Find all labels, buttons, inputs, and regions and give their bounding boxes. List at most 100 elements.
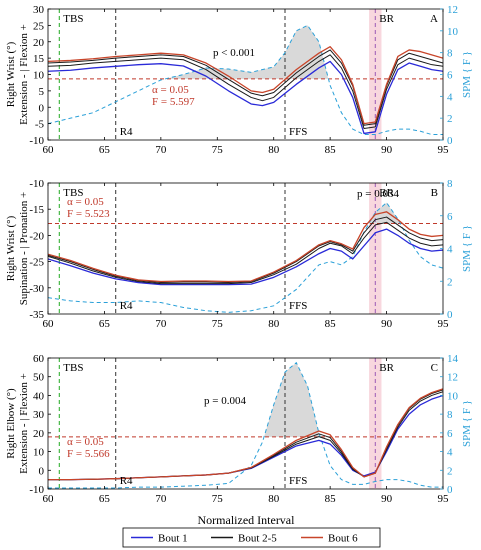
series-line-4	[48, 211, 443, 283]
y-tick-label: -10	[29, 178, 44, 190]
x-tick-label: 90	[381, 493, 393, 505]
y2-tick-label: 14	[447, 353, 459, 365]
event-label-br: BR	[379, 187, 394, 199]
y-tick-label: 0	[39, 102, 45, 114]
y-tick-label: 5	[39, 86, 45, 98]
panel-b: 60 65 70 75 80 85 90 95 -35 -30 -25 -20 -15 -10 0 2 4 6 8 R…	[5, 178, 473, 330]
series-line-2	[48, 54, 443, 130]
axes-frame	[47, 357, 444, 490]
y-tick-label: 20	[33, 428, 45, 440]
y-tick-label: 40	[33, 390, 45, 402]
series-line-2	[48, 221, 443, 285]
series-line-1	[48, 394, 443, 481]
y-tick-label: 30	[33, 409, 45, 421]
x-tick-label: 80	[268, 144, 280, 156]
x-tick-label: 95	[438, 318, 450, 330]
y2-tick-label: 8	[447, 409, 453, 421]
panel-c: 60 65 70 75 80 85 90 95 -10 0 10 20 30 40 50 60 0 2 4 6 8 10 1…	[5, 353, 473, 505]
panel-a: 60 65 70 75 80 85 90 95 -10 -5 0 5 10 15 20 25 30 0 2 4 6 8 10…	[5, 4, 473, 156]
y2-tick-label: 4	[447, 244, 453, 256]
legend-entry: Bout 1	[158, 533, 188, 545]
x-tick-label: 65	[99, 318, 111, 330]
event-label-ffs: FFS	[289, 126, 307, 138]
series-line-4	[48, 388, 443, 481]
f-threshold-text: F = 5.566	[67, 448, 110, 460]
event-label-ffs: FFS	[289, 300, 307, 312]
x-tick-label: 80	[268, 318, 280, 330]
plot-area	[48, 183, 443, 314]
x-tick-label: 70	[155, 144, 167, 156]
y2-tick-label: 10	[447, 390, 459, 402]
x-tick-label: 85	[325, 318, 337, 330]
series-line-1	[48, 228, 443, 286]
y-tick-label: 10	[33, 70, 45, 82]
event-label-r4: R4	[120, 475, 133, 487]
series-line-1	[48, 60, 443, 135]
y-tick-label: 60	[33, 353, 45, 365]
y2-tick-label: 2	[447, 113, 453, 125]
spm-cluster-shade	[369, 202, 401, 224]
x-axis-label: Normalized Interval	[198, 513, 296, 527]
x-tick-label: 90	[381, 144, 393, 156]
p-value-text: p < 0.001	[213, 47, 255, 59]
series-line-4	[48, 46, 443, 125]
alpha-text: α = 0.05	[67, 196, 104, 208]
x-tick-label: 60	[43, 144, 55, 156]
x-tick-label: 60	[43, 318, 55, 330]
p-value-text: p = 0.034	[357, 188, 399, 200]
spm-curve	[48, 361, 443, 489]
y-tick-label: 30	[33, 4, 45, 16]
y-axis-label: Right Wrist (°)Extension - | Flexion +	[5, 24, 30, 125]
series-line-3	[48, 49, 443, 126]
y-tick-label: -25	[29, 257, 44, 269]
y2-tick-label: 6	[447, 211, 453, 223]
y-tick-label: 50	[33, 372, 45, 384]
y-tick-label: -30	[29, 283, 44, 295]
y2-tick-label: 4	[447, 447, 453, 459]
event-label-tbs: TBS	[63, 362, 83, 374]
x-tick-label: 85	[325, 493, 337, 505]
plot-area	[48, 358, 443, 489]
f-threshold-text: F = 5.523	[67, 208, 110, 220]
y-tick-label: 20	[33, 37, 45, 49]
y2-tick-label: 12	[447, 372, 458, 384]
legend-entry: Bout 2-5	[238, 533, 277, 545]
x-tick-label: 95	[438, 144, 450, 156]
y-tick-label: 10	[33, 447, 45, 459]
y-axis-label: Right Elbow (°)Extension - | Flexion +	[5, 373, 30, 474]
y-tick-label: -20	[29, 230, 44, 242]
y2-tick-label: 4	[447, 91, 453, 103]
y-tick-label: 25	[33, 20, 45, 32]
y-tick-label: 15	[33, 53, 45, 65]
x-tick-label: 75	[212, 493, 224, 505]
y-tick-label: 0	[39, 465, 45, 477]
legend: Bout 1 Bout 2-5 Bout 6	[122, 527, 381, 548]
alpha-text: α = 0.05	[67, 436, 104, 448]
event-label-br: BR	[379, 362, 394, 374]
spm-curve	[48, 24, 443, 136]
panel-letter: A	[430, 13, 438, 25]
x-tick-label: 80	[268, 493, 280, 505]
event-label-br: BR	[379, 13, 394, 25]
y2-tick-label: 2	[447, 276, 453, 288]
y2-tick-label: 10	[447, 26, 459, 38]
y2-axis-label: SPM { F }	[461, 400, 473, 447]
y2-tick-label: 6	[447, 70, 453, 82]
legend-box	[122, 527, 381, 548]
x-tick-label: 75	[212, 318, 224, 330]
x-tick-label: 70	[155, 318, 167, 330]
alpha-text: α = 0.05	[152, 84, 189, 96]
spm-cluster-shade	[264, 362, 320, 437]
x-tick-label: 95	[438, 493, 450, 505]
y-tick-label: -15	[29, 204, 44, 216]
y2-tick-label: 8	[447, 48, 453, 60]
event-label-tbs: TBS	[63, 187, 83, 199]
spm-curve	[48, 201, 443, 313]
y2-tick-label: 0	[447, 135, 453, 147]
legend-entry: Bout 6	[328, 533, 358, 545]
panel-letter: B	[431, 187, 438, 199]
y-tick-label: -5	[35, 119, 45, 131]
y2-tick-label: 2	[447, 465, 453, 477]
x-tick-label: 70	[155, 493, 167, 505]
